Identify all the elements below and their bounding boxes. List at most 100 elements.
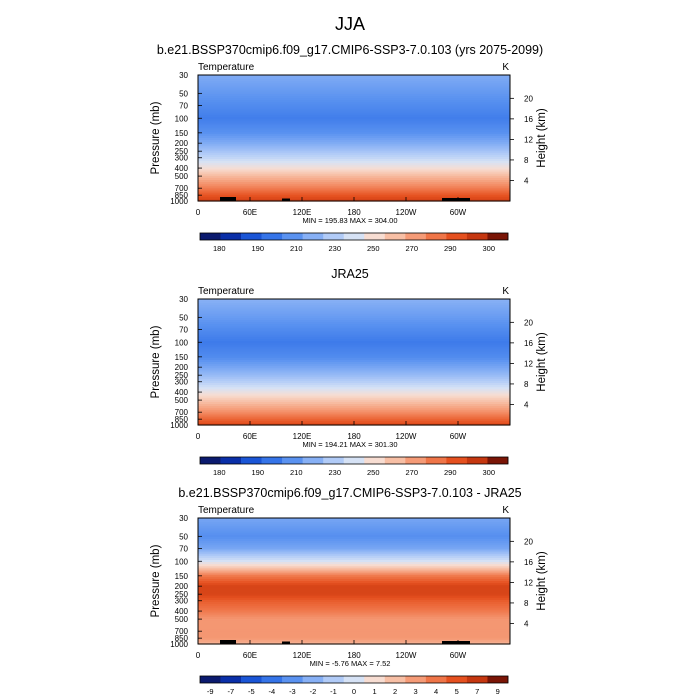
topography-mask xyxy=(220,640,236,644)
pressure-tick-label: 100 xyxy=(175,557,189,566)
temperature-band xyxy=(198,635,510,639)
colorbar-swatch xyxy=(200,457,221,464)
colorbar: -9 -7 -5 -4 -3 -2 -1 0 1 2 3 4 5 7 9 xyxy=(199,675,509,696)
colorbar-swatch xyxy=(384,233,406,240)
temperature-band xyxy=(198,93,510,97)
temperature-band xyxy=(198,138,510,141)
colorbar-swatch xyxy=(446,676,468,683)
temperature-band xyxy=(198,156,510,160)
colorbar-label: 300 xyxy=(482,244,495,253)
panels: b.e21.BSSP370cmip6.f09_g17.CMIP6-SSP3-7.… xyxy=(150,43,548,696)
temperature-band xyxy=(198,313,510,317)
temperature-band xyxy=(198,383,510,386)
colorbar-label: -4 xyxy=(269,687,276,696)
temperature-band xyxy=(198,110,510,114)
temperature-band xyxy=(198,353,510,357)
temperature-band xyxy=(198,133,510,137)
colorbar-swatch xyxy=(323,457,345,464)
temperature-band xyxy=(198,560,510,563)
temperature-band xyxy=(198,186,510,189)
temperature-band xyxy=(198,328,510,332)
temperature-band xyxy=(198,119,510,122)
temperature-band xyxy=(198,131,510,135)
colorbar-swatch xyxy=(241,676,262,683)
colorbar-swatch xyxy=(425,233,447,240)
temperature-band xyxy=(198,393,510,397)
temperature-band xyxy=(198,595,510,599)
temperature-band xyxy=(198,574,510,578)
temperature-band xyxy=(198,171,510,175)
height-tick-label: 16 xyxy=(524,339,533,348)
temperature-band xyxy=(198,165,510,168)
temperature-band xyxy=(198,351,510,355)
temperature-band xyxy=(198,376,510,380)
colorbar-swatch xyxy=(302,676,324,683)
temperature-band xyxy=(198,520,510,523)
pressure-tick-label: 700 xyxy=(175,184,189,193)
temperature-band xyxy=(198,401,510,405)
colorbar-label: 4 xyxy=(434,687,438,696)
temperature-band xyxy=(198,305,510,308)
colorbar-swatch xyxy=(261,233,283,240)
temperature-band xyxy=(198,106,510,110)
temperature-band xyxy=(198,190,510,194)
temperature-band xyxy=(198,389,510,392)
colorbar-label: 270 xyxy=(405,468,418,477)
longitude-tick-label: 0 xyxy=(196,208,201,217)
temperature-band xyxy=(198,322,510,325)
temperature-band xyxy=(198,387,510,390)
colorbar-label: 210 xyxy=(290,468,303,477)
panel-title: b.e21.BSSP370cmip6.f09_g17.CMIP6-SSP3-7.… xyxy=(178,486,521,500)
pressure-tick-label: 70 xyxy=(179,101,188,110)
temperature-band xyxy=(198,585,510,588)
colorbar-label: 9 xyxy=(496,687,500,696)
colorbar-swatch xyxy=(241,457,262,464)
temperature-band xyxy=(198,299,510,302)
temperature-band xyxy=(198,112,510,116)
colorbar-swatch xyxy=(282,233,303,240)
longitude-tick-label: 180 xyxy=(347,208,361,217)
temperature-band xyxy=(198,330,510,334)
temperature-band xyxy=(198,528,510,532)
temperature-band xyxy=(198,89,510,93)
colorbar-swatch xyxy=(282,676,303,683)
longitude-tick-label: 60E xyxy=(243,651,257,660)
temperature-band xyxy=(198,108,510,112)
pressure-tick-label: 100 xyxy=(175,338,189,347)
colorbar-label: -3 xyxy=(289,687,296,696)
colorbar-swatch xyxy=(446,233,468,240)
pressure-tick-label: 150 xyxy=(175,572,189,581)
colorbar-swatch xyxy=(446,457,468,464)
longitude-tick-label: 120E xyxy=(293,432,312,441)
colorbar-swatch xyxy=(323,233,345,240)
temperature-band xyxy=(198,416,510,420)
longitude-tick-label: 60E xyxy=(243,208,257,217)
colorbar-swatch xyxy=(302,457,324,464)
unit-label: K xyxy=(502,505,509,516)
colorbar-label: 3 xyxy=(414,687,418,696)
temperature-band xyxy=(198,591,510,595)
colorbar-label: 7 xyxy=(475,687,479,696)
temperature-band xyxy=(198,334,510,338)
temperature-band xyxy=(198,397,510,401)
pressure-tick-label: 850 xyxy=(175,191,189,200)
temperature-band xyxy=(198,188,510,192)
temperature-band xyxy=(198,135,510,139)
temperature-band xyxy=(198,301,510,304)
longitude-tick-label: 0 xyxy=(196,432,201,441)
temperature-band xyxy=(198,612,510,616)
temperature-band xyxy=(198,175,510,179)
colorbar-swatch xyxy=(261,457,283,464)
temperature-band xyxy=(198,614,510,618)
temperature-band xyxy=(198,343,510,346)
temperature-band xyxy=(198,530,510,534)
colorbar-label: 230 xyxy=(328,244,341,253)
pressure-tick-label: 50 xyxy=(179,532,188,541)
temperature-band xyxy=(198,114,510,118)
temperature-band xyxy=(198,324,510,327)
colorbar: 180 190 210 230 250 270 290 300 xyxy=(199,456,509,477)
temperature-band xyxy=(198,309,510,313)
colorbar-swatch xyxy=(343,457,365,464)
pressure-axis-label: Pressure (mb) xyxy=(150,544,162,617)
